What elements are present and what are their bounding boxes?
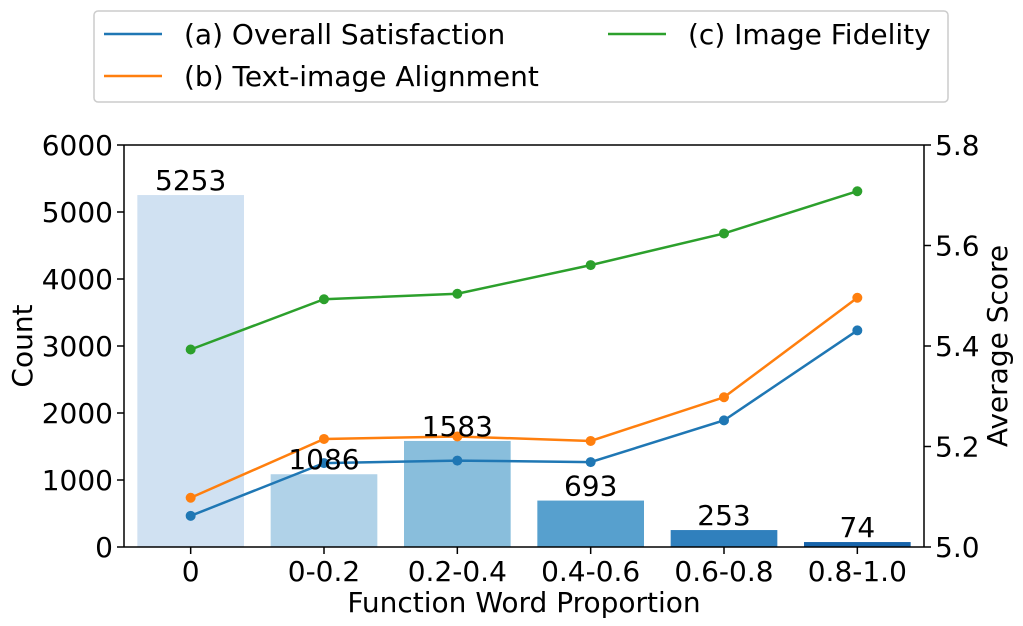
legend-label-c: (c) Image Fidelity: [688, 18, 931, 51]
y-tick-label-left: 6000: [42, 129, 113, 162]
lines: [185, 186, 863, 521]
y-tick-label-right: 5.6: [935, 230, 980, 263]
series-point: [185, 344, 196, 355]
series-point: [585, 457, 596, 468]
y-tick-label-left: 2000: [42, 397, 113, 430]
y-tick-label-right: 5.4: [935, 330, 980, 363]
bar-value-label: 74: [840, 511, 876, 544]
legend: (a) Overall Satisfaction (b) Text-image …: [93, 10, 949, 103]
series-point: [452, 288, 463, 299]
series-line: [190, 190, 858, 351]
y-tick-label-left: 3000: [42, 330, 113, 363]
series-point: [185, 510, 196, 521]
bar-labels: 5253 1086 1583 693 253 74: [155, 164, 875, 544]
series-point: [585, 435, 596, 446]
y-tick-label-right: 5.0: [935, 531, 980, 564]
series-point: [585, 260, 596, 271]
series-point: [719, 228, 729, 239]
bar-value-label: 253: [697, 499, 750, 532]
y-tick-label-right: 5.8: [935, 129, 980, 162]
series-point: [852, 292, 863, 303]
series-point: [452, 431, 463, 442]
y-tick-label-left: 1000: [42, 464, 113, 497]
bar-value-label: 1583: [422, 410, 493, 443]
y-tick-label-left: 5000: [42, 196, 113, 229]
y-tick-label-left: 0: [95, 531, 113, 564]
x-tick-label: 0-0.2: [288, 555, 360, 588]
legend-box: [93, 10, 949, 103]
bar: [537, 500, 644, 547]
series-line: [190, 329, 859, 518]
x-tick-label: 0.6-0.8: [674, 555, 773, 588]
series-point: [719, 392, 729, 403]
legend-label-a: (a) Overall Satisfaction: [184, 18, 505, 51]
legend-label-b: (b) Text-image Alignment: [184, 60, 539, 93]
bar-value-label: 693: [564, 470, 617, 503]
series-point: [319, 433, 329, 444]
x-tick-label: 0.4-0.6: [541, 555, 640, 588]
series-point: [852, 186, 863, 197]
bar: [804, 542, 911, 547]
series-point: [852, 325, 863, 336]
y-axis-left-title: Count: [6, 304, 39, 387]
y-axis-right-title: Average Score: [981, 245, 1014, 447]
bar-value-label: 5253: [155, 164, 226, 197]
x-tick-label: 0: [182, 555, 200, 588]
bar: [270, 474, 378, 547]
y-tick-label-right: 5.2: [935, 431, 980, 464]
series-line: [190, 296, 859, 499]
series-point: [319, 294, 329, 305]
axes: 0 1000 2000 3000 4000 5000 6000 5.0 5.2 5.4 5.6 5.8…: [42, 129, 980, 588]
series-point: [185, 492, 196, 503]
x-tick-label: 0.8-1.0: [808, 555, 907, 588]
bar: [670, 530, 778, 547]
x-tick-label: 0.2-0.4: [408, 555, 507, 588]
series-point: [452, 455, 463, 466]
y-tick-label-left: 4000: [42, 263, 113, 296]
bar: [137, 195, 244, 547]
series-point: [319, 458, 329, 469]
bars: [137, 195, 911, 547]
x-axis-title: Function Word Proportion: [347, 586, 700, 619]
series-point: [719, 415, 729, 426]
bar-value-label: 1086: [288, 443, 359, 476]
